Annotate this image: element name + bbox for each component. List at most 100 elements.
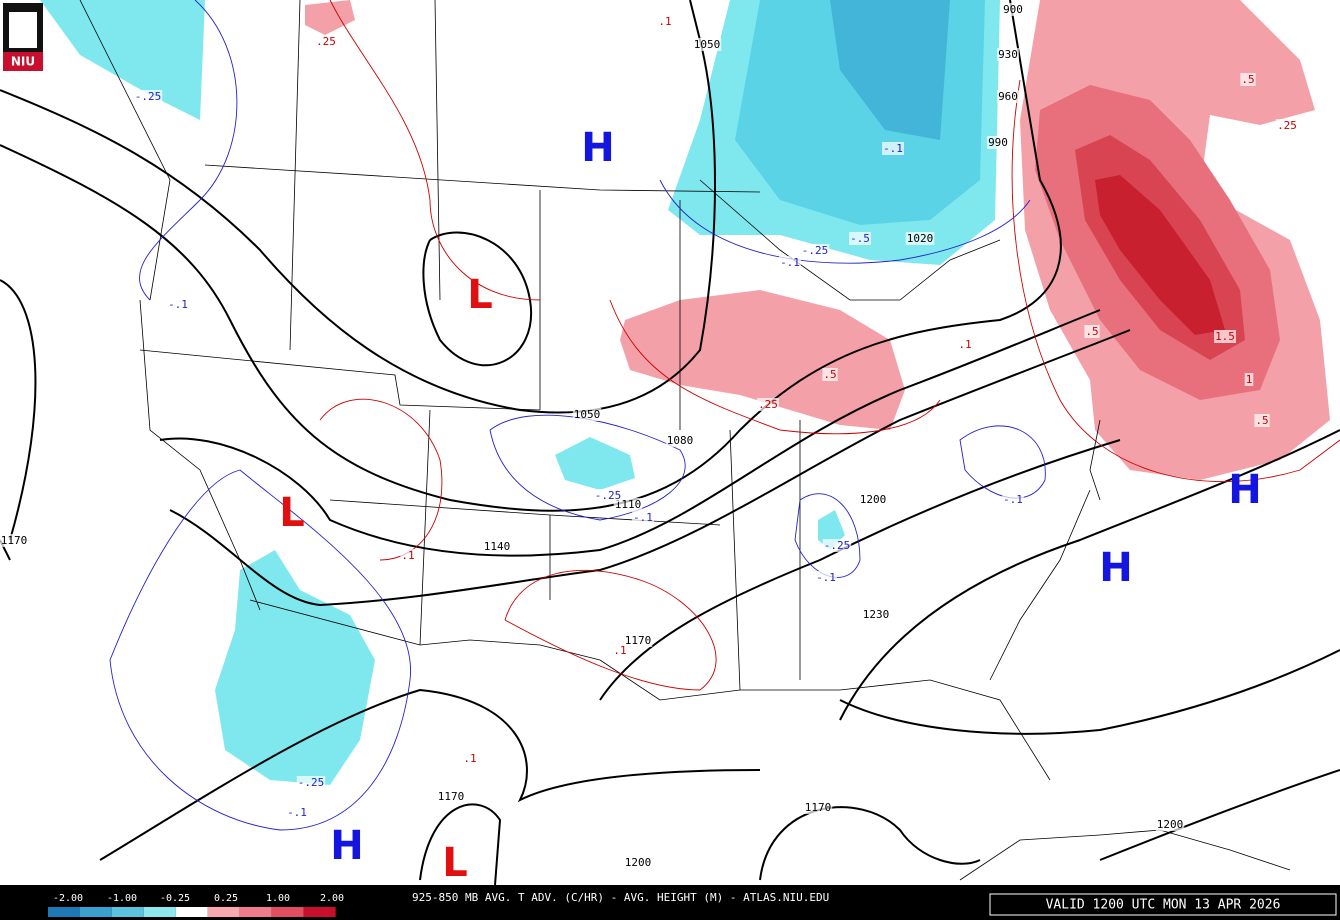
warm-advection-label: .1 (613, 644, 626, 657)
label-background (800, 244, 830, 257)
height-contours (0, 0, 1340, 886)
height-label: 1170 (1, 534, 28, 547)
label-background (436, 790, 466, 803)
label-background (1240, 73, 1256, 86)
warm-advection-shading (305, 0, 1330, 480)
label-background (822, 539, 852, 552)
height-label: 1140 (484, 540, 511, 553)
label-background (822, 368, 838, 381)
label-background (987, 136, 1009, 149)
label-background (858, 493, 888, 506)
label-background (1276, 119, 1298, 132)
cold-advection-label: -.1 (883, 142, 903, 155)
height-label: 1170 (805, 801, 832, 814)
height-label: 1200 (860, 493, 887, 506)
warm-advection-label: .5 (823, 368, 836, 381)
height-label: 1200 (1157, 818, 1184, 831)
pressure-center: H (330, 823, 363, 869)
label-background (462, 752, 478, 765)
height-label: 1200 (625, 856, 652, 869)
label-background (665, 434, 695, 447)
label-background (1002, 493, 1024, 506)
label-background (957, 338, 973, 351)
warm-advection-label: .25 (1277, 119, 1297, 132)
legend-swatch (271, 907, 304, 917)
cold-advection-label: -.1 (633, 511, 653, 524)
height-label: 1050 (574, 408, 601, 421)
height-label: 930 (998, 48, 1018, 61)
warm-advection-label: .1 (958, 338, 971, 351)
label-background (882, 142, 904, 155)
valid-time: VALID 1200 UTC MON 13 APR 2026 (1046, 898, 1281, 913)
height-label: 960 (998, 90, 1018, 103)
label-background (315, 35, 337, 48)
label-background (623, 856, 653, 869)
legend-swatch (175, 907, 208, 917)
legend-swatch (143, 907, 176, 917)
legend-swatch (111, 907, 144, 917)
warm-advection-label: 1.5 (1215, 330, 1235, 343)
label-background (657, 15, 673, 28)
pressure-center: L (467, 272, 493, 318)
pressure-center: L (279, 490, 305, 536)
warm-advection-label: 1 (1246, 373, 1253, 386)
label-background (482, 540, 512, 553)
legend-tick-label: -1.00 (107, 893, 137, 904)
label-background (296, 776, 326, 789)
label-background (1214, 330, 1236, 343)
cold-advection-label: -.1 (287, 806, 307, 819)
cold-advection-label: -.25 (824, 539, 851, 552)
label-background (632, 511, 654, 524)
cold-advection-label: -.1 (816, 571, 836, 584)
legend-tick-label: 2.00 (320, 893, 344, 904)
cold-advection-label: -.1 (168, 298, 188, 311)
label-background (779, 256, 801, 269)
label-background (1244, 373, 1254, 386)
valid-box (989, 893, 1337, 916)
label-background (1084, 325, 1100, 338)
niu-logo: NIU (3, 3, 43, 71)
warm-advection-label: .1 (463, 752, 476, 765)
cold-advection-label: -.25 (595, 489, 622, 502)
warm-advection-label: .1 (658, 15, 671, 28)
cold-advection-label: -.25 (802, 244, 829, 257)
label-background (757, 398, 779, 411)
cold-advection-label: -.1 (1003, 493, 1023, 506)
cold-advection-shading (40, 0, 1000, 785)
label-background (692, 38, 722, 51)
label-background (400, 549, 416, 562)
label-background (1155, 818, 1185, 831)
pressure-center: H (1099, 545, 1132, 591)
color-legend: -2.00 -1.00 -0.25 0.25 1.00 2.00 (48, 893, 344, 917)
height-label: 1080 (667, 434, 694, 447)
cold-advection-label: -.5 (850, 232, 870, 245)
label-background (0, 534, 29, 547)
label-background (623, 634, 653, 647)
label-background (612, 644, 628, 657)
legend-swatch (79, 907, 112, 917)
height-label: 1170 (625, 634, 652, 647)
warm-advection-label: .5 (1241, 73, 1254, 86)
warm-advection-label: .25 (758, 398, 778, 411)
warm-advection-label: .5 (1085, 325, 1098, 338)
temperature-advection-contours (109, 0, 1340, 831)
political-boundaries (79, 0, 1291, 881)
label-background (286, 806, 308, 819)
legend-tick-label: 1.00 (266, 893, 290, 904)
height-label: 900 (1003, 3, 1023, 16)
legend-swatch (48, 907, 80, 917)
height-label: 990 (988, 136, 1008, 149)
warm-advection-label: .25 (316, 35, 336, 48)
height-label: 1170 (438, 790, 465, 803)
cold-advection-label: -.25 (298, 776, 325, 789)
pressure-center: H (581, 125, 614, 171)
pressure-center: H (1228, 467, 1261, 513)
label-background (572, 408, 602, 421)
label-background (133, 90, 163, 103)
label-background (593, 489, 623, 502)
label-background (849, 232, 871, 245)
warm-advection-label: .5 (1255, 414, 1268, 427)
pressure-center: L (442, 840, 468, 886)
legend-tick-label: -2.00 (53, 893, 83, 904)
